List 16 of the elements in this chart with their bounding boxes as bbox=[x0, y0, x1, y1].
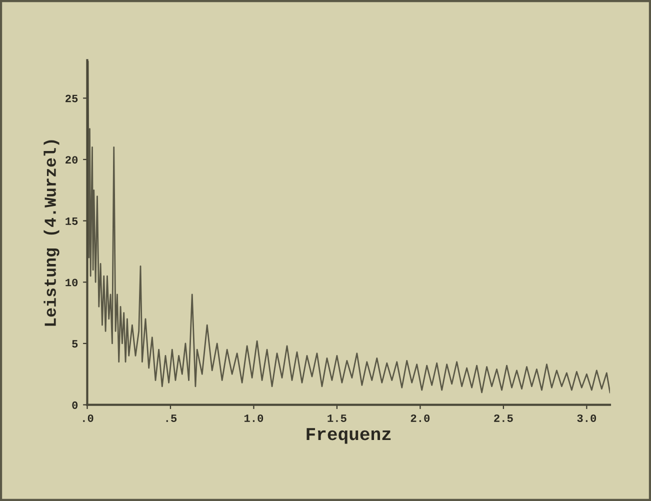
x-tick-label: .0 bbox=[83, 414, 94, 422]
y-tick-label: 5 bbox=[72, 340, 78, 348]
y-tick-label: 10 bbox=[66, 278, 78, 286]
x-axis-title: Frequenz bbox=[306, 428, 391, 444]
x-tick-label: 1.5 bbox=[328, 414, 346, 422]
y-tick-label: 15 bbox=[66, 218, 78, 225]
x-tick-label: .5 bbox=[166, 414, 177, 422]
line-series bbox=[87, 60, 610, 394]
y-tick-label: 20 bbox=[66, 156, 78, 164]
x-tick-label: 2.5 bbox=[494, 414, 513, 422]
x-tick-label: 2.0 bbox=[410, 414, 430, 422]
x-tick-label: 1.0 bbox=[244, 414, 264, 422]
y-axis-title: Leistung (4.Wurzel) bbox=[44, 140, 60, 326]
y-tick-label: 0 bbox=[72, 401, 78, 409]
y-tick-label: 25 bbox=[66, 94, 78, 102]
x-tick-label: 3.0 bbox=[577, 414, 596, 422]
